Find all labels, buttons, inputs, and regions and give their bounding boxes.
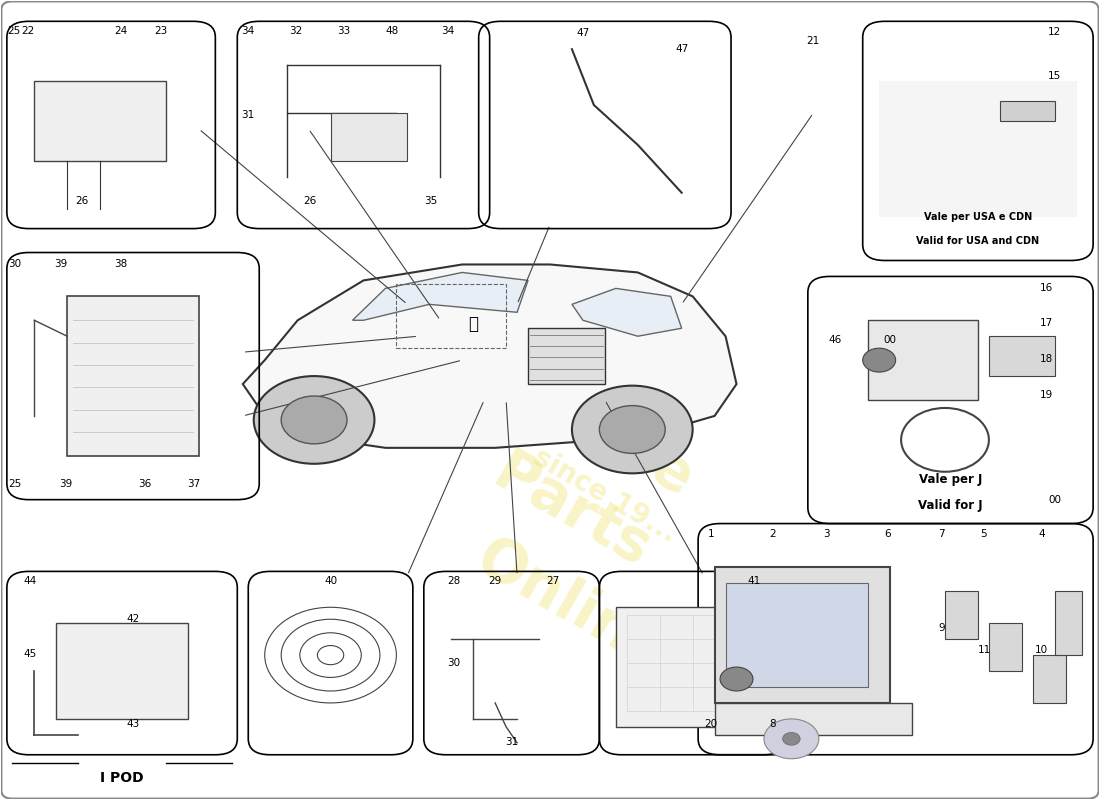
Text: 39: 39 [54, 258, 67, 269]
Text: 36: 36 [139, 478, 152, 489]
Text: 19: 19 [1040, 390, 1053, 400]
Text: 16: 16 [1040, 282, 1053, 293]
Bar [396, 285, 506, 348]
Bar [1000, 101, 1055, 121]
Text: 38: 38 [114, 258, 128, 269]
Text: 34: 34 [441, 26, 454, 36]
Text: 6: 6 [884, 530, 891, 539]
Text: 10: 10 [1035, 646, 1048, 655]
Text: Genuine: Genuine [440, 323, 704, 509]
Text: 47: 47 [576, 28, 590, 38]
Circle shape [572, 386, 693, 474]
Bar [868, 320, 978, 400]
Text: 8: 8 [769, 719, 776, 729]
Text: 37: 37 [187, 478, 200, 489]
Text: 30: 30 [8, 258, 21, 269]
Text: 31: 31 [241, 110, 254, 120]
Bar [945, 591, 978, 639]
Circle shape [282, 396, 346, 444]
Bar [34, 81, 166, 161]
Text: 3: 3 [823, 530, 829, 539]
Bar [528, 328, 605, 384]
Text: 21: 21 [806, 36, 820, 46]
Text: Vale per USA e CDN: Vale per USA e CDN [924, 212, 1032, 222]
Bar [989, 336, 1055, 376]
Text: since 19...: since 19... [528, 443, 682, 548]
Text: 24: 24 [114, 26, 128, 36]
Bar [67, 296, 199, 456]
Text: Parts: Parts [483, 444, 661, 579]
Text: 25: 25 [8, 26, 21, 36]
Circle shape [254, 376, 374, 464]
Text: 4: 4 [1038, 530, 1045, 539]
Bar [715, 567, 890, 703]
Text: 44: 44 [23, 576, 36, 586]
Circle shape [862, 348, 895, 372]
Text: 47: 47 [675, 44, 689, 54]
Text: Online: Online [465, 530, 678, 685]
Text: 32: 32 [289, 26, 302, 36]
Text: Valid for USA and CDN: Valid for USA and CDN [916, 235, 1040, 246]
Polygon shape [243, 265, 737, 448]
Text: 26: 26 [75, 196, 88, 206]
Text: 30: 30 [448, 658, 461, 668]
Text: 27: 27 [546, 576, 560, 586]
Text: 40: 40 [324, 576, 337, 586]
Polygon shape [572, 288, 682, 336]
Text: 23: 23 [154, 26, 167, 36]
Circle shape [600, 406, 666, 454]
Text: I POD: I POD [100, 770, 144, 785]
Text: 1: 1 [708, 530, 715, 539]
Text: 5: 5 [980, 530, 988, 539]
Text: 15: 15 [1048, 71, 1062, 81]
Text: Valid for J: Valid for J [918, 498, 982, 512]
Text: 41: 41 [748, 576, 761, 586]
Text: 48: 48 [386, 26, 399, 36]
Polygon shape [352, 273, 528, 320]
Circle shape [764, 719, 818, 758]
Text: 31: 31 [505, 737, 518, 747]
Circle shape [720, 667, 754, 691]
Text: 42: 42 [126, 614, 140, 624]
Text: 2: 2 [769, 530, 776, 539]
Text: 33: 33 [338, 26, 351, 36]
Circle shape [782, 733, 800, 745]
Text: 12: 12 [1048, 27, 1062, 38]
Text: 28: 28 [448, 576, 461, 586]
Text: 43: 43 [126, 719, 140, 730]
Bar [726, 583, 868, 687]
Text: 9: 9 [938, 623, 945, 633]
Text: 20: 20 [705, 719, 718, 729]
Text: 11: 11 [977, 646, 991, 655]
Bar [989, 623, 1022, 671]
Text: 22: 22 [22, 26, 35, 36]
Text: 18: 18 [1040, 354, 1053, 364]
Bar [56, 623, 188, 719]
Bar [1055, 591, 1082, 655]
Text: 46: 46 [828, 335, 842, 346]
Bar [715, 703, 912, 735]
Text: 🐎: 🐎 [469, 315, 478, 334]
Bar [879, 81, 1077, 217]
Text: 25: 25 [8, 478, 21, 489]
Text: 45: 45 [23, 650, 36, 659]
Text: Vale per J: Vale per J [918, 474, 982, 486]
Text: 35: 35 [425, 196, 438, 206]
Bar [616, 607, 759, 727]
Text: 7: 7 [938, 530, 945, 539]
Bar [1033, 655, 1066, 703]
Text: 00: 00 [1048, 495, 1062, 506]
Text: 39: 39 [58, 478, 73, 489]
Text: 34: 34 [241, 26, 254, 36]
Text: 17: 17 [1040, 318, 1053, 329]
Bar [331, 113, 407, 161]
Text: 00: 00 [883, 335, 896, 346]
Text: 29: 29 [488, 576, 502, 586]
Text: 26: 26 [304, 196, 317, 206]
